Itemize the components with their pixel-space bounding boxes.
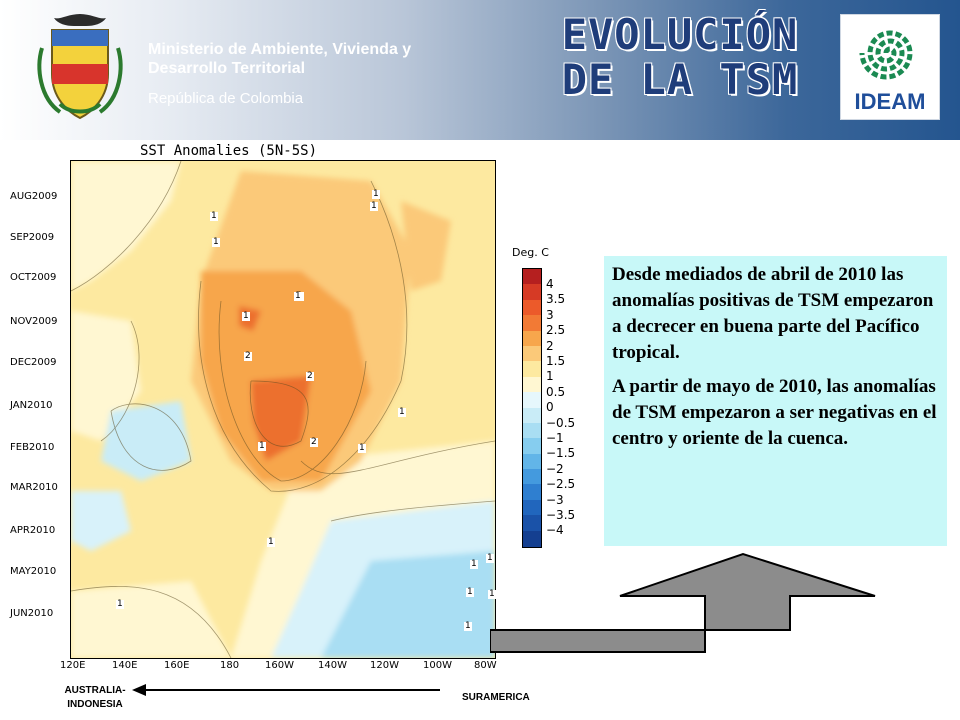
logo-text: IDEAM xyxy=(854,89,926,114)
label-suramerica: SURAMERICA xyxy=(462,692,530,703)
republic-name: República de Colombia xyxy=(148,90,304,107)
colorbar-swatch xyxy=(523,361,541,377)
y-tick-label: SEP2009 xyxy=(10,232,55,243)
slide-title-line2: DE LA TSM xyxy=(561,55,799,104)
colorbar-label: 1.5 xyxy=(546,354,566,368)
colorbar-swatch xyxy=(523,330,541,346)
contour-label: 1 xyxy=(242,311,250,321)
spiral-icon xyxy=(859,30,913,80)
x-tick-label: 100W xyxy=(423,660,452,671)
colorbar-swatch xyxy=(523,299,541,316)
x-tick-label: 120E xyxy=(60,660,86,671)
ideam-logo: IDEAM xyxy=(840,14,940,120)
contour-label: 2 xyxy=(306,371,314,381)
up-arrow-icon xyxy=(490,552,876,653)
contour-label: 1 xyxy=(372,189,380,199)
contour-label: 1 xyxy=(470,559,478,569)
colorbar-label: 3 xyxy=(546,308,554,322)
contour-label: 1 xyxy=(398,407,406,417)
ministry-name: Ministerio de Ambiente, Vivienda y Desar… xyxy=(148,41,412,77)
description-paragraph-1: Desde mediados de abril de 2010 las anom… xyxy=(612,264,934,363)
colorbar-label: −4 xyxy=(546,523,564,537)
slide-title: EVOLUCIÓN DE LA TSM xyxy=(520,12,840,102)
contour-label: 2 xyxy=(310,437,318,447)
colorbar-swatch xyxy=(523,376,541,393)
x-tick-label: 140E xyxy=(112,660,138,671)
colorbar-swatch xyxy=(523,422,541,439)
contour-label: 1 xyxy=(212,237,220,247)
y-tick-label: JAN2010 xyxy=(10,400,53,411)
colorbar-swatch xyxy=(523,484,541,500)
header-banner: Ministerio de Ambiente, Vivienda y Desar… xyxy=(0,0,960,140)
x-tick-label: 160W xyxy=(265,660,294,671)
colorbar-swatch xyxy=(523,469,541,485)
y-tick-label: APR2010 xyxy=(10,525,56,536)
colorbar-label: 4 xyxy=(546,277,554,291)
contour-label: 1 xyxy=(488,589,496,599)
left-arrow-icon xyxy=(132,684,440,696)
label-australia-indonesia-text: AUSTRALIA- INDONESIA xyxy=(64,685,126,710)
x-tick-label: 140W xyxy=(318,660,347,671)
colorbar-swatch xyxy=(523,392,541,408)
colorbar-title: Deg. C xyxy=(512,246,549,259)
colorbar-swatch xyxy=(523,453,541,470)
description-box: Desde mediados de abril de 2010 las anom… xyxy=(604,256,947,546)
y-tick-label: FEB2010 xyxy=(10,442,55,453)
colorbar-swatch xyxy=(523,269,541,285)
colorbar-label: −3.5 xyxy=(546,508,576,522)
contour-label: 1 xyxy=(486,553,494,563)
contour-label: 2 xyxy=(244,351,252,361)
colombia-coat-of-arms-icon xyxy=(37,14,123,120)
y-tick-label: MAR2010 xyxy=(10,482,58,493)
colorbar-swatch xyxy=(523,530,541,547)
colorbar-swatch xyxy=(523,499,541,516)
colorbar-label: −1 xyxy=(546,431,564,445)
colorbar-label: 1 xyxy=(546,369,554,383)
colorbar-label: 0.5 xyxy=(546,385,566,399)
x-tick-label: 180 xyxy=(220,660,240,671)
contour-label: 1 xyxy=(116,599,124,609)
y-tick-label: MAY2010 xyxy=(10,566,57,577)
x-tick-label: 160E xyxy=(164,660,190,671)
colorbar-label: −3 xyxy=(546,493,564,507)
colorbar xyxy=(522,268,542,548)
colorbar-label: −2.5 xyxy=(546,477,576,491)
contour-label: 1 xyxy=(258,441,266,451)
contour-label: 1 xyxy=(370,201,378,211)
y-tick-label: NOV2009 xyxy=(10,316,58,327)
colorbar-swatch xyxy=(523,407,541,423)
description-paragraph-2: A partir de mayo de 2010, las anomalías … xyxy=(612,376,937,449)
label-australia-indonesia: AUSTRALIA- INDONESIA xyxy=(40,684,150,712)
y-tick-label: AUG2009 xyxy=(10,191,58,202)
colorbar-label: −2 xyxy=(546,462,564,476)
contour-label: 1 xyxy=(466,587,474,597)
anomaly-field xyxy=(71,161,495,658)
colorbar-label: 2 xyxy=(546,339,554,353)
colorbar-swatch xyxy=(523,284,541,300)
y-tick-label: OCT2009 xyxy=(10,272,57,283)
contour-label: 1 xyxy=(464,621,472,631)
x-tick-label: 80W xyxy=(474,660,497,671)
colorbar-label: 0 xyxy=(546,400,554,414)
y-tick-label: DEC2009 xyxy=(10,357,57,368)
colorbar-swatch xyxy=(523,438,541,454)
slide-title-line1: EVOLUCIÓN xyxy=(561,10,799,59)
colorbar-swatch xyxy=(523,345,541,362)
contour-label: 1 xyxy=(267,537,275,547)
colorbar-label: −1.5 xyxy=(546,446,576,460)
colorbar-swatch xyxy=(523,315,541,331)
contour-label: 1 xyxy=(210,211,218,221)
colorbar-label: −0.5 xyxy=(546,416,576,430)
colorbar-label: 2.5 xyxy=(546,323,566,337)
contour-label: 1 xyxy=(358,443,366,453)
colorbar-swatch xyxy=(523,515,541,531)
colorbar-label: 3.5 xyxy=(546,292,566,306)
x-tick-label: 120W xyxy=(370,660,399,671)
chart-title: SST Anomalies (5N-5S) xyxy=(140,143,318,159)
sst-anomaly-map xyxy=(70,160,496,659)
contour-label: 1 xyxy=(294,291,302,301)
y-tick-label: JUN2010 xyxy=(10,608,54,619)
